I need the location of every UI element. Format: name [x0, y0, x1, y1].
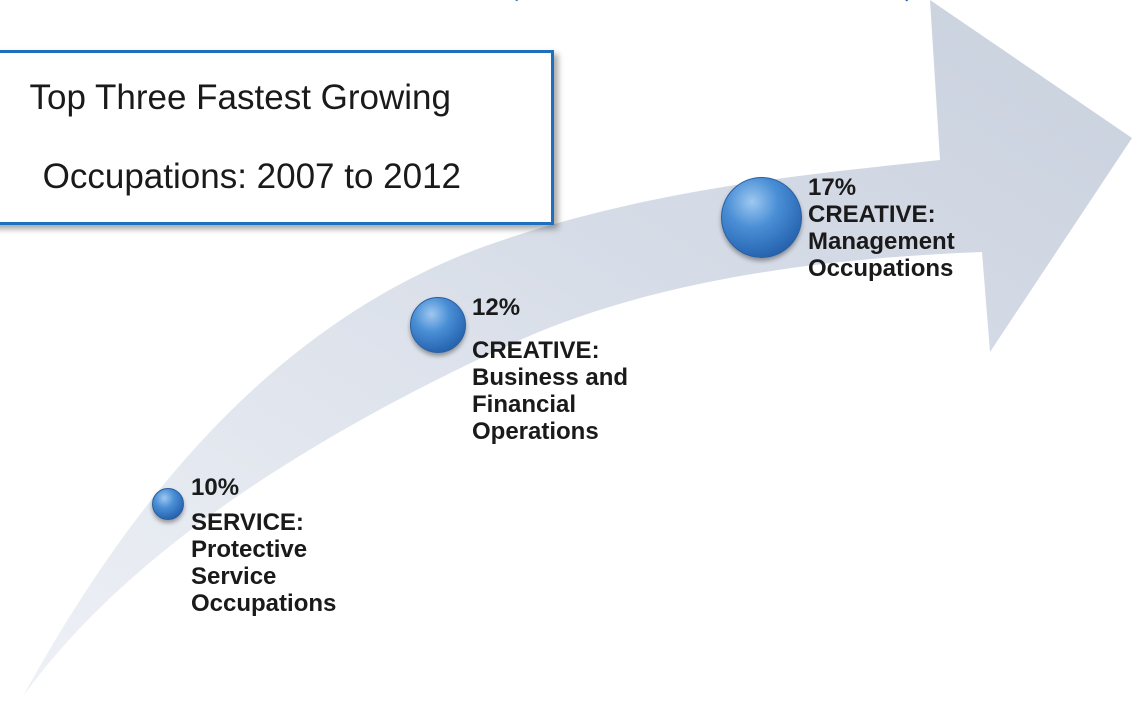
- title-line-2: Occupations: 2007 to 2012: [42, 157, 461, 196]
- title-box: Top Three Fastest Growing Occupations: 2…: [0, 50, 554, 225]
- milestone-2-circle: [410, 297, 466, 353]
- title-line-1: Top Three Fastest Growing: [29, 78, 452, 117]
- milestone-2-percent: 12%: [472, 294, 521, 321]
- milestone-2-sector: CREATIVE:: [472, 337, 600, 364]
- milestone-1-occupation: Protective Service Occupations: [191, 536, 337, 617]
- milestone-2-occupation: Business and Financial Operations: [472, 364, 629, 445]
- milestone-3-sector: CREATIVE:: [808, 201, 936, 228]
- milestone-3-circle: [721, 177, 802, 258]
- milestone-1-label: 10% SERVICE: Protective Service Occupati…: [191, 474, 336, 617]
- milestone-1-circle: [152, 488, 184, 520]
- milestone-1-percent: 10%: [191, 474, 240, 501]
- milestone-2-label: 12% CREATIVE: Business and Financial Ope…: [472, 294, 628, 445]
- milestone-1-sector: SERVICE:: [191, 509, 304, 536]
- arrow-body: [22, 0, 1132, 698]
- milestone-3-label: 17% CREATIVE: Management Occupations: [808, 174, 955, 282]
- milestone-3-percent: 17%: [808, 174, 857, 201]
- milestone-3-occupation: Management Occupations: [808, 228, 955, 282]
